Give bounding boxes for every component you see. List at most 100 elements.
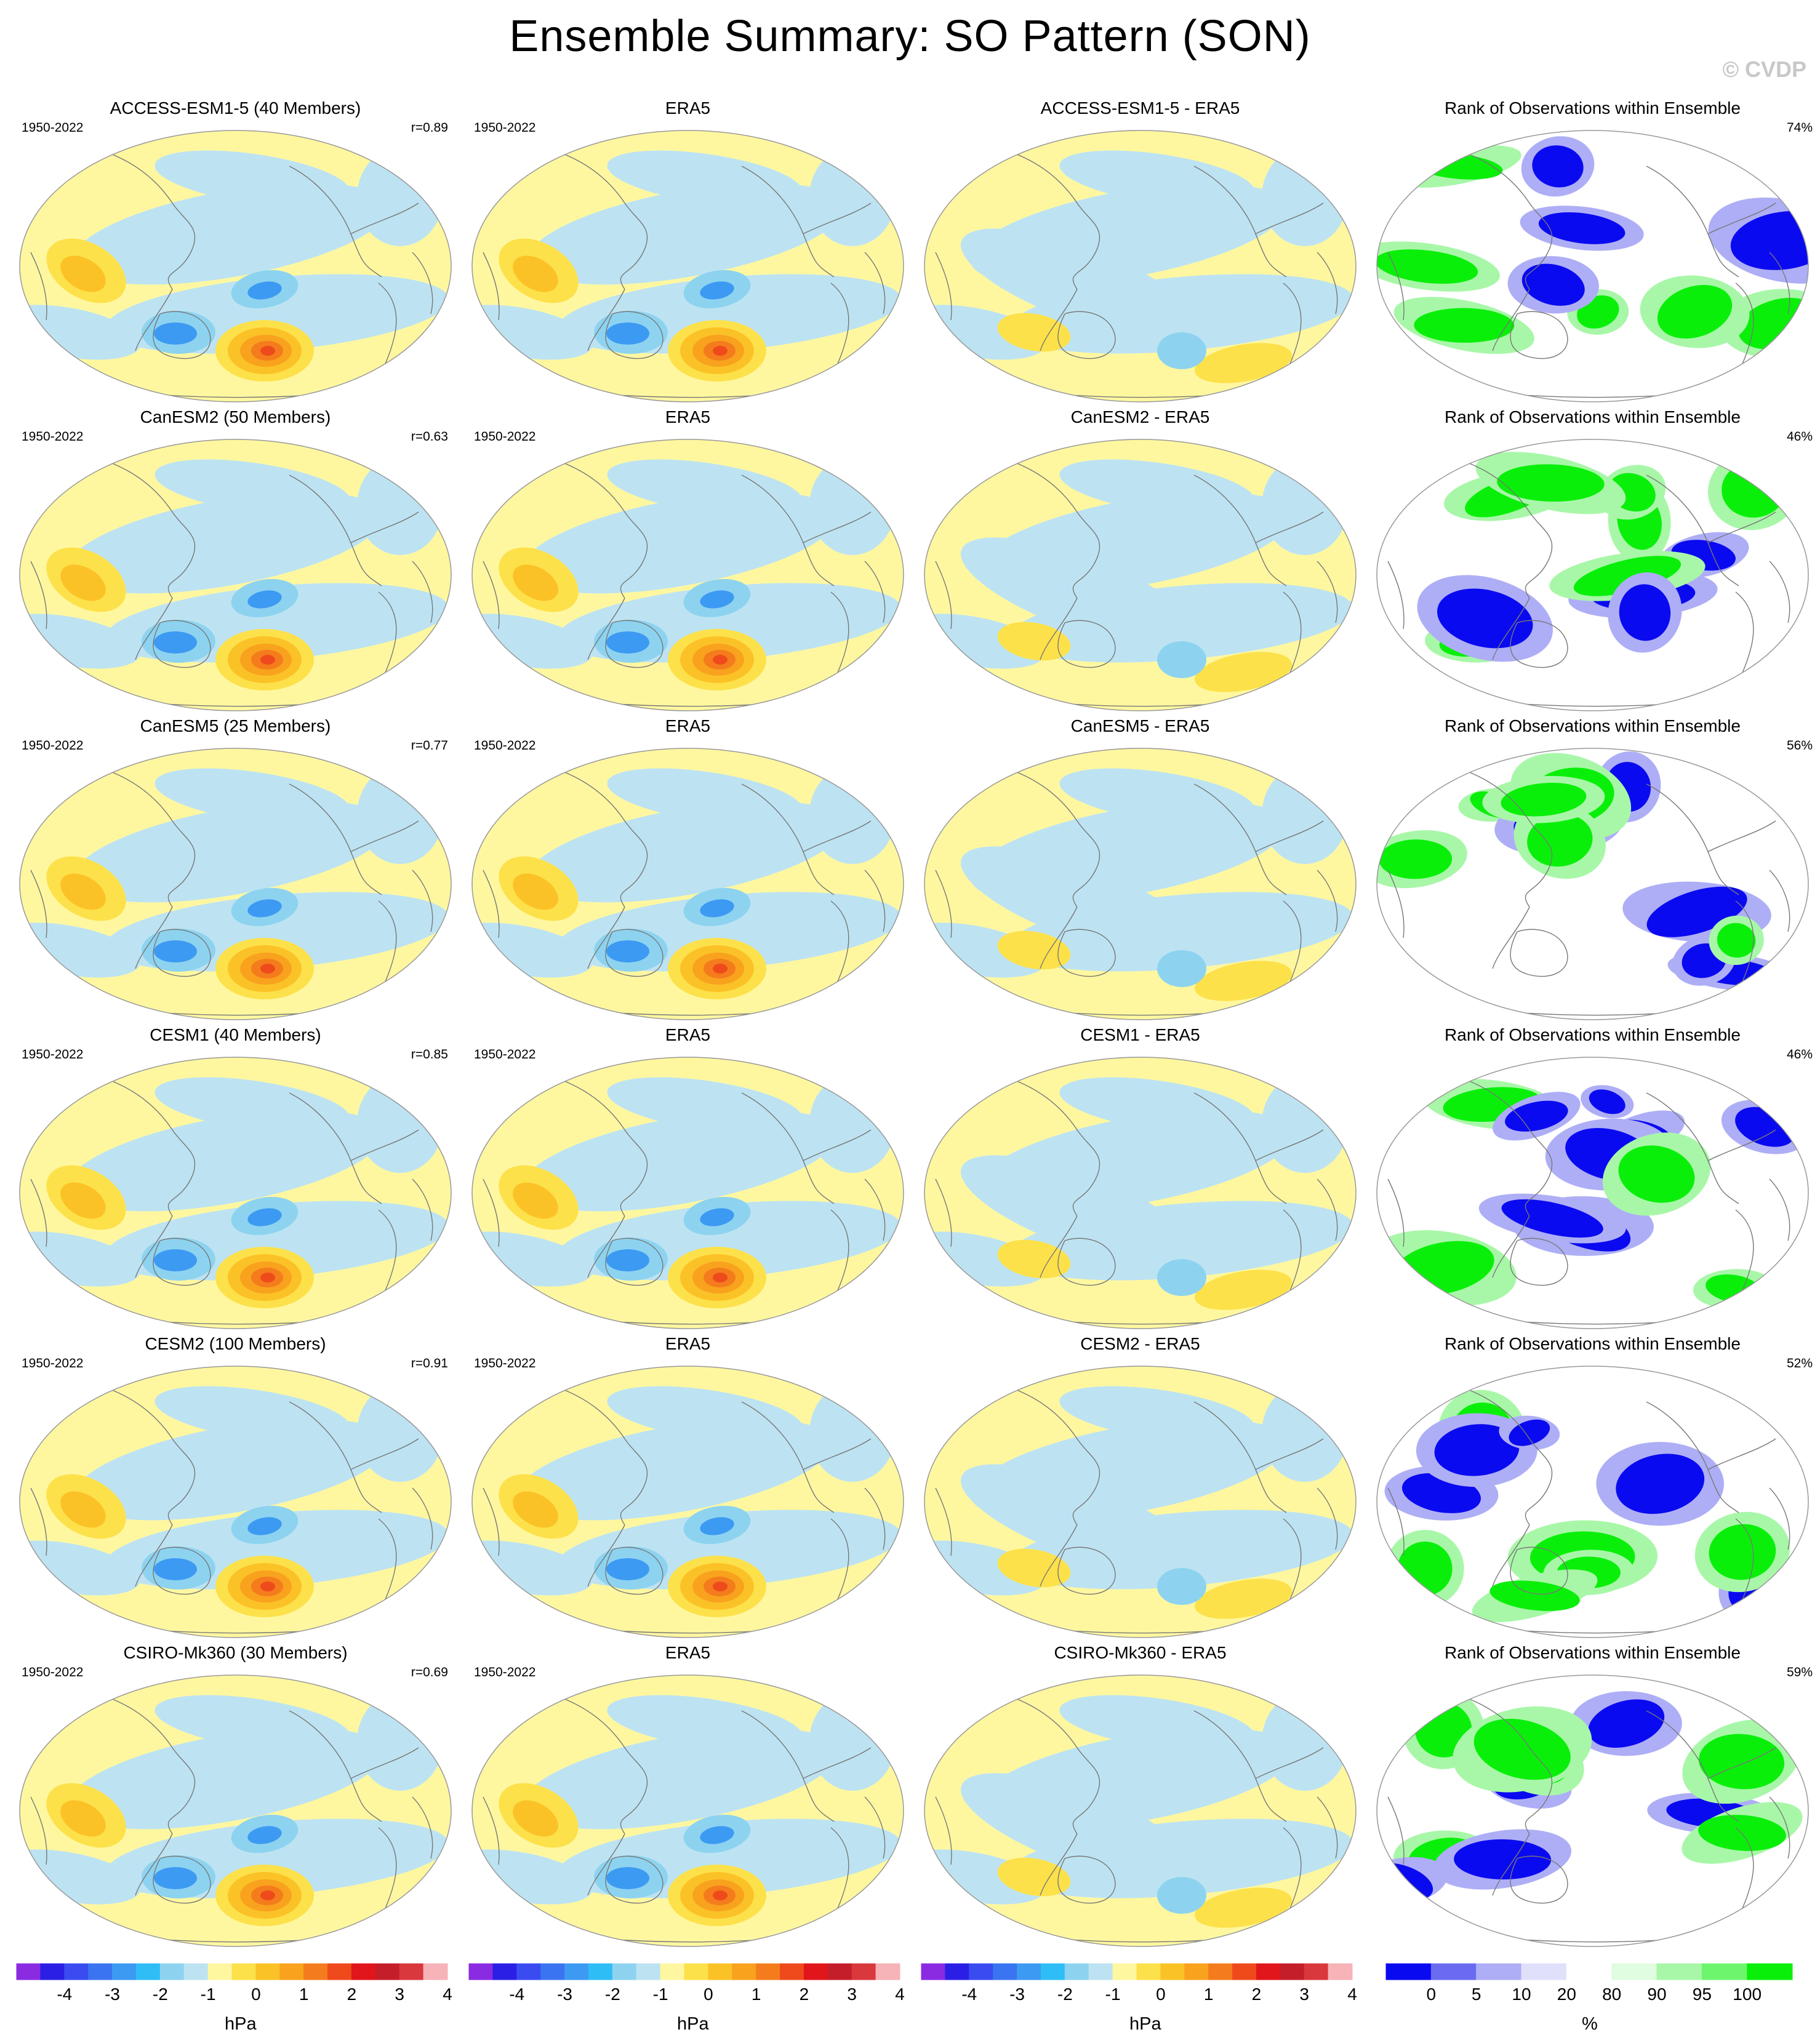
obs-panel: ERA5 1950-2022: [462, 1334, 914, 1643]
positive-anomaly-region: [997, 622, 1071, 661]
coastline: [563, 1389, 648, 1526]
coastline: [935, 1796, 952, 1865]
coastline: [1646, 783, 1739, 895]
period-label: 1950-2022: [474, 1665, 536, 1679]
negative-anomaly-region: [700, 590, 734, 609]
colorbar-swatch: [875, 1963, 900, 1980]
coastline: [1040, 289, 1078, 351]
colorbar-swatch: [1611, 1963, 1658, 1980]
coastline: [1193, 1092, 1287, 1204]
panel-title: CanESM2 - ERA5: [1070, 407, 1210, 426]
model-panel: CESM1 (40 Members) 1950-2022 r=0.85: [9, 1025, 462, 1334]
coastline: [1387, 1178, 1405, 1247]
coastline: [1707, 511, 1776, 543]
coastline: [1193, 1710, 1287, 1822]
coastline: [864, 1178, 886, 1241]
diff-panel: CESM2 - ERA5: [914, 1334, 1366, 1643]
coastline: [1255, 1438, 1324, 1470]
colorbar-unit-label: hPa: [677, 2014, 709, 2034]
negative-anomaly-region: [809, 766, 896, 864]
colorbar-tick-label: 80: [1602, 1985, 1621, 2004]
positive-anomaly-region: [1195, 961, 1292, 1001]
colorbar-swatch: [135, 1963, 161, 1980]
coastline: [1040, 1833, 1078, 1896]
rank-map: [1376, 1366, 1809, 1638]
coastline: [135, 1524, 173, 1587]
negative-anomaly-region: [1262, 1692, 1348, 1791]
negative-anomaly-region: [1262, 457, 1348, 555]
correlation-label: r=0.63: [411, 430, 448, 444]
colorbar-swatch: [1747, 1963, 1793, 1980]
positive-anomaly-region: [513, 1491, 558, 1528]
negative-anomaly-region: [809, 1383, 896, 1482]
colorbar-swatch: [1208, 1963, 1233, 1980]
panel-title: CESM1 (40 Members): [150, 1025, 321, 1044]
colorbar-unit-label: hPa: [225, 2014, 257, 2034]
coastline: [1467, 153, 1553, 290]
negative-anomaly-region: [700, 281, 734, 300]
coastline: [1510, 311, 1568, 359]
panel-title: ERA5: [665, 1025, 711, 1044]
negative-anomaly-region: [960, 228, 1194, 338]
negative-anomaly-region: [607, 1386, 803, 1442]
coastline: [350, 1747, 419, 1779]
panel-title: CESM2 (100 Members): [145, 1334, 326, 1353]
rank-map: [1376, 1057, 1809, 1329]
coastline: [1317, 1487, 1338, 1550]
coastline: [110, 1698, 196, 1834]
colorbar-swatch: [112, 1963, 137, 1980]
rank-panel: Rank of Observations within Ensemble 46%: [1366, 1025, 1819, 1334]
colorbar-swatch: [375, 1963, 400, 1980]
colorbar-swatch: [969, 1963, 994, 1980]
panel-title: Rank of Observations within Ensemble: [1445, 1643, 1741, 1662]
coastline: [153, 311, 211, 359]
positive-anomaly-region: [60, 564, 106, 601]
obs-panel: ERA5 1950-2022: [462, 1643, 914, 1952]
positive-anomaly-region: [513, 1800, 558, 1837]
anomaly-map: [19, 1366, 452, 1638]
coastline: [30, 561, 47, 630]
negative-anomaly-region: [606, 322, 649, 345]
hpa-colorbar: -4 -3 -2 -1 0 1 2 3 4 hPa: [9, 1954, 462, 2040]
colorbar-unit-label: %: [1582, 2014, 1598, 2034]
colorbar-swatch: [612, 1963, 637, 1980]
colorbar-swatch: [636, 1963, 661, 1980]
colorbar-swatch: [279, 1963, 305, 1980]
coastline: [1646, 1710, 1739, 1822]
period-label: 1950-2022: [474, 1047, 536, 1062]
colorbar-swatch: [921, 1963, 946, 1980]
negative-anomaly-region: [1059, 1695, 1255, 1751]
rank-high-region: [1698, 1815, 1786, 1851]
anomaly-map: [924, 1674, 1357, 1947]
rank-high-region: [1709, 1524, 1776, 1580]
colorbar-swatch: [207, 1963, 233, 1980]
negative-anomaly-region: [527, 183, 843, 285]
negative-anomaly-region: [154, 1077, 350, 1134]
colorbar-tick-label: 2: [800, 1985, 809, 2004]
colorbar-tick-label: 0: [1156, 1985, 1166, 2004]
coastline: [1707, 1747, 1776, 1779]
negative-anomaly-region: [1059, 768, 1255, 825]
negative-anomaly-region: [607, 1077, 803, 1134]
coastline: [483, 870, 500, 938]
coastline: [289, 1401, 382, 1513]
coastline: [741, 474, 835, 586]
coastline: [30, 252, 47, 321]
colorbar-swatch: [1136, 1963, 1161, 1980]
coastline: [1015, 1389, 1100, 1526]
rank-low-region: [1646, 886, 1747, 937]
coastline: [563, 1080, 648, 1217]
positive-anomaly-region: [997, 313, 1071, 352]
hpa-colorbar: -4 -3 -2 -1 0 1 2 3 4 hPa: [914, 1954, 1366, 2040]
coastline: [1040, 1215, 1078, 1278]
anomaly-map: [924, 1057, 1357, 1329]
coastline: [412, 870, 433, 932]
negative-anomaly-region: [1157, 1259, 1206, 1296]
panel-title: Rank of Observations within Ensemble: [1445, 98, 1741, 118]
colorbar-swatch: [993, 1963, 1018, 1980]
rank-high-region: [1497, 464, 1605, 502]
negative-anomaly-region: [247, 281, 282, 300]
anomaly-map: [924, 1366, 1357, 1638]
diff-panel: CanESM2 - ERA5: [914, 407, 1366, 716]
negative-anomaly-region: [809, 1692, 896, 1791]
